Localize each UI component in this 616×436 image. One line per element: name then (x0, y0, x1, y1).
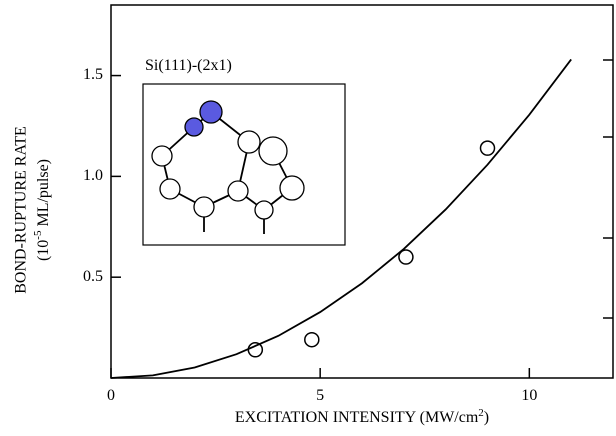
inset-diagram (142, 83, 346, 246)
y-tick-label: 0.5 (83, 268, 103, 285)
data-point (304, 331, 320, 348)
y-unit-sup: -5 (32, 230, 44, 240)
data-point (247, 342, 264, 358)
x-label-sup: 2 (478, 407, 484, 419)
x-tick-label: 0 (107, 387, 115, 404)
y-tick-label: 1.0 (83, 167, 103, 184)
y-tick-label: 1.5 (83, 66, 103, 83)
right-axis-ticks (603, 59, 613, 319)
y-unit-rest: ML/pulse) (35, 159, 52, 231)
x-label-base: EXCITATION INTENSITY (MW/cm (235, 409, 479, 426)
y-unit-base: (10 (35, 240, 52, 261)
x-tick-label: 5 (316, 387, 324, 404)
data-point (398, 249, 414, 265)
plot-frame (110, 4, 614, 379)
y-axis-unit: (10-5 ML/pulse) (32, 159, 52, 261)
inset-label: Si(111)-(2x1) (145, 57, 232, 74)
x-tick-label: 10 (521, 387, 537, 404)
x-label-rest: ) (484, 409, 489, 426)
x-axis-label: EXCITATION INTENSITY (MW/cm2) (235, 407, 489, 426)
y-axis-label: BOND-RUPTURE RATE (13, 126, 30, 294)
data-point (479, 140, 496, 156)
fit-curve (110, 58, 572, 379)
